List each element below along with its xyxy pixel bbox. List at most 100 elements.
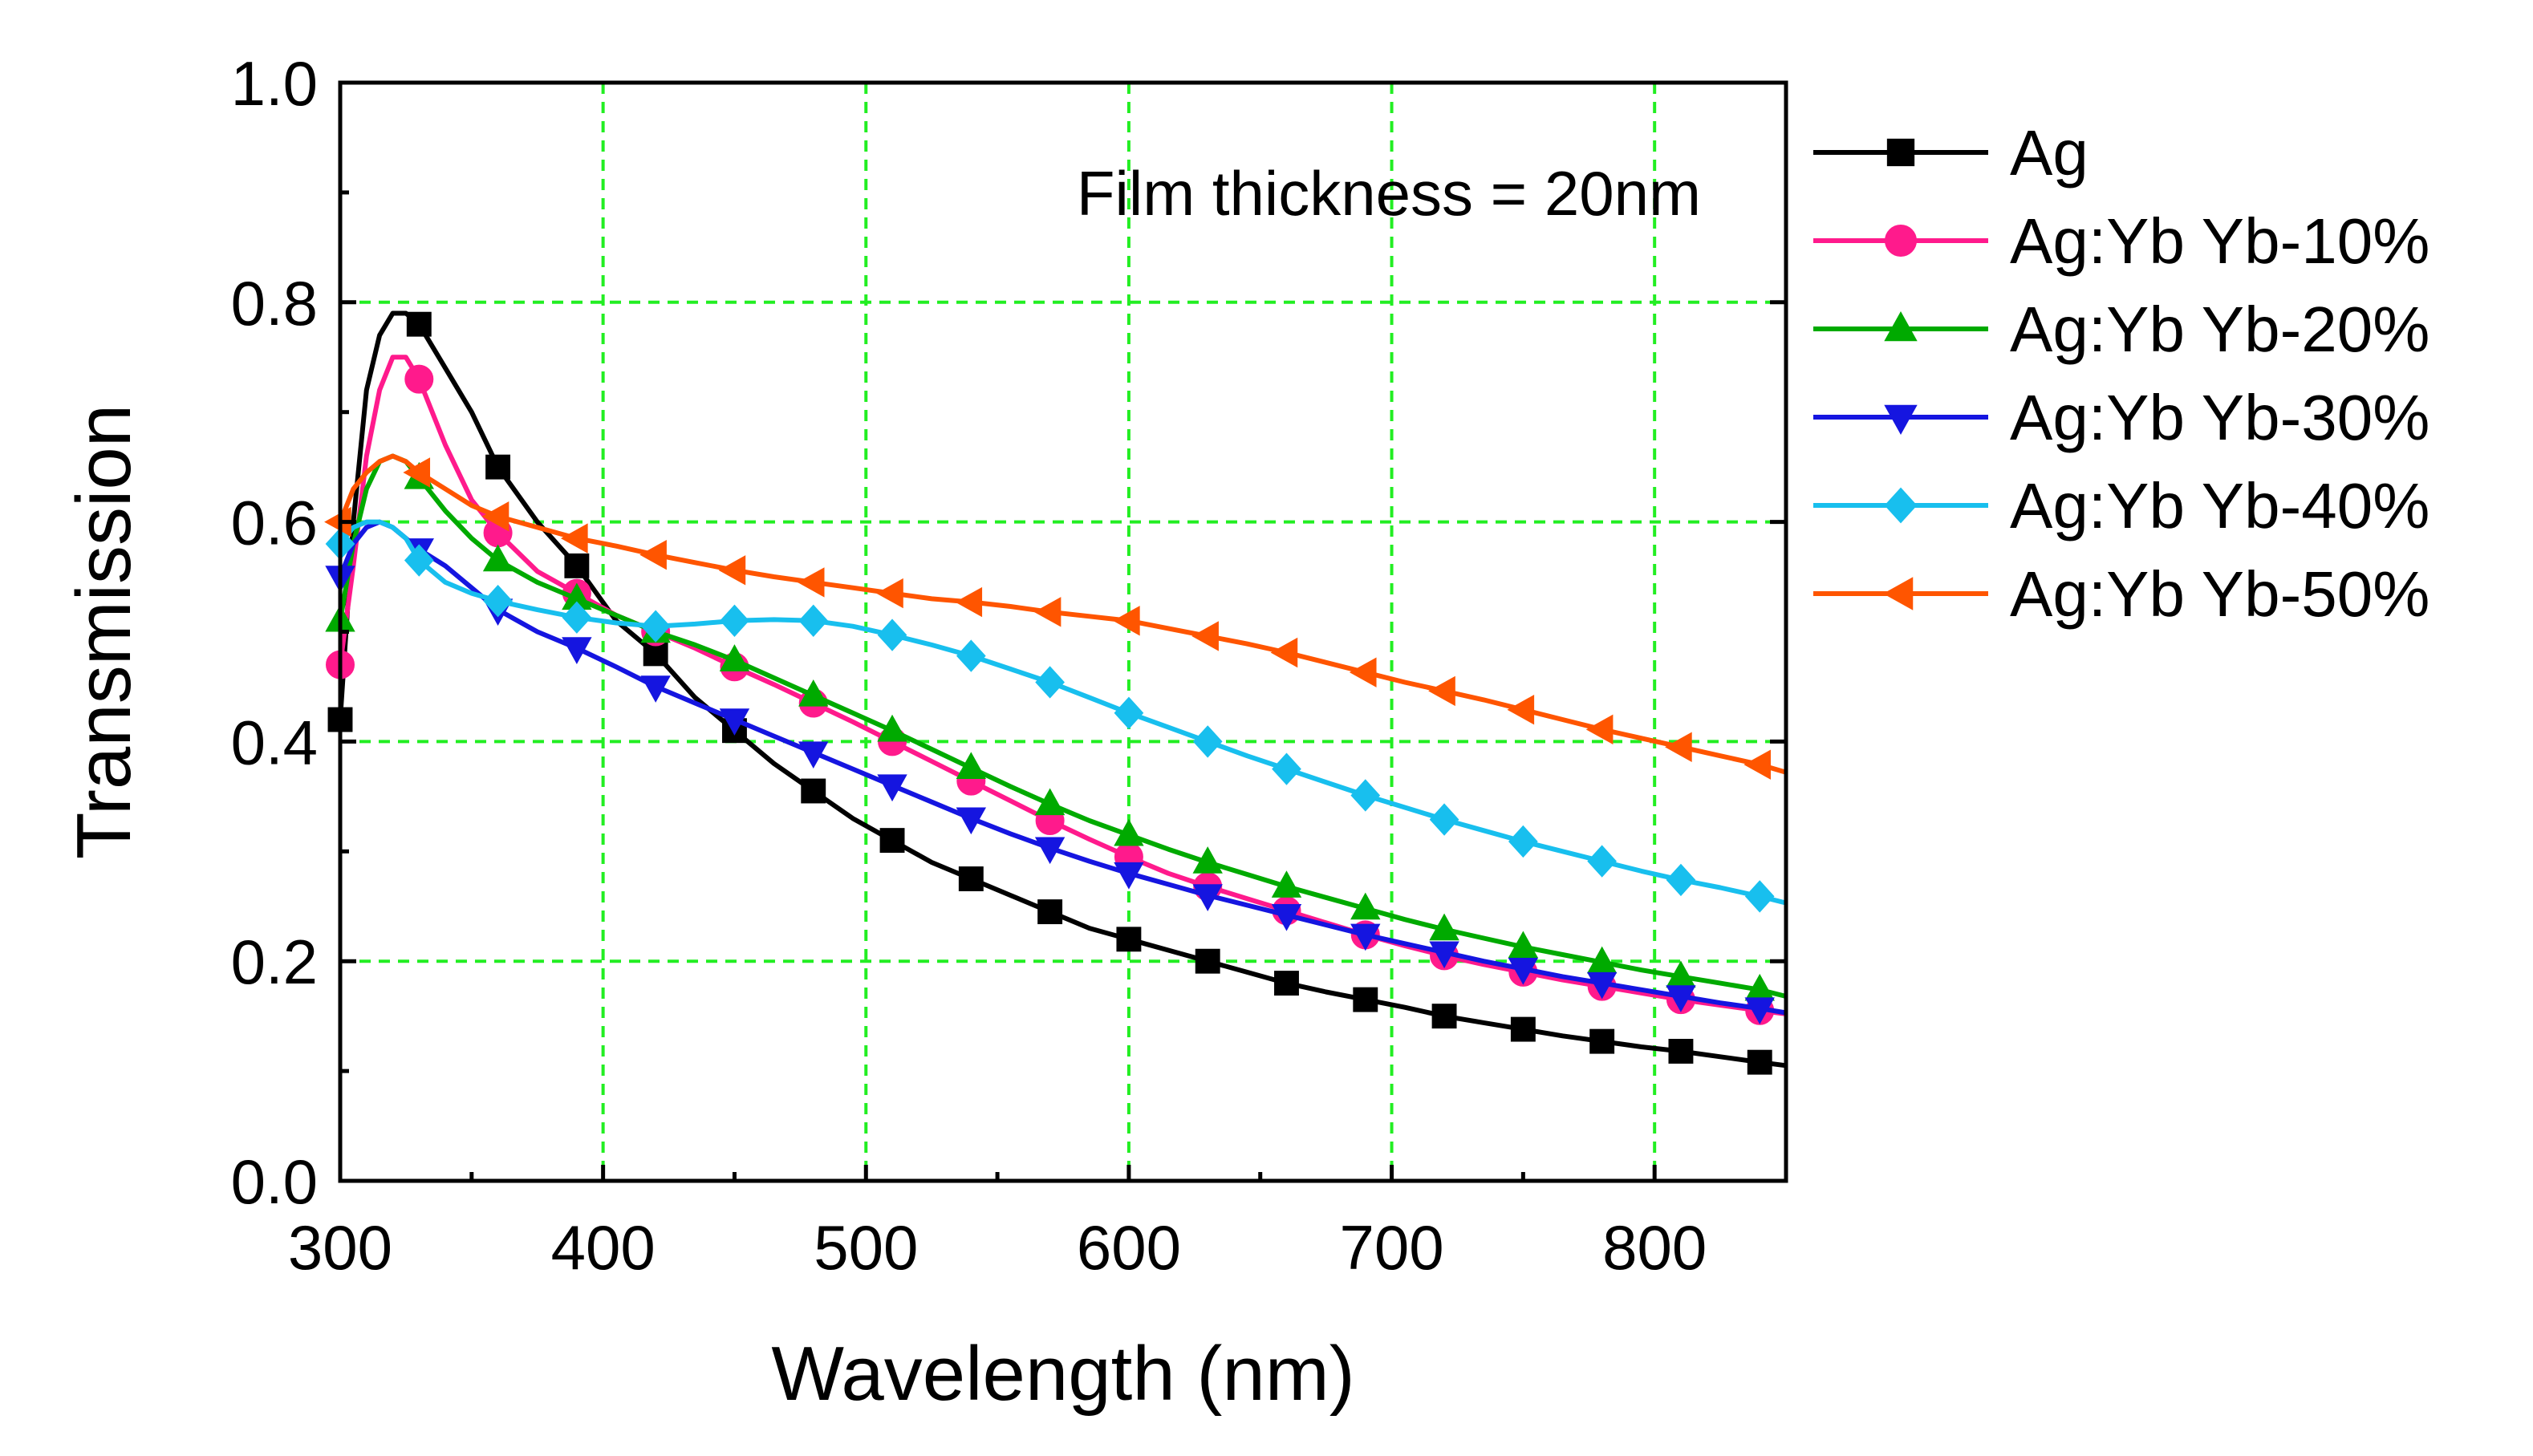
axis-ticks: 300 400 500 600 700 800 0.0 0.2 0.4 0.6 0.8 1.0 bbox=[231, 48, 1786, 1283]
annotation-film-thickness: Film thickness = 20nm bbox=[1077, 158, 1701, 229]
x-tick-label: 500 bbox=[814, 1212, 918, 1283]
data-point bbox=[1114, 696, 1144, 729]
data-point bbox=[1195, 948, 1220, 974]
legend-entry: Ag:Yb Yb-50% bbox=[1813, 558, 2429, 630]
x-tick-label: 700 bbox=[1339, 1212, 1443, 1283]
data-point bbox=[719, 708, 750, 736]
data-point bbox=[1033, 597, 1062, 627]
legend-marker bbox=[1884, 310, 1918, 342]
data-point bbox=[1191, 621, 1219, 651]
legend-entry: Ag:Yb Yb-40% bbox=[1813, 470, 2429, 541]
legend-label: Ag:Yb Yb-30% bbox=[2010, 382, 2429, 453]
legend-entry: Ag:Yb Yb-20% bbox=[1813, 294, 2429, 365]
legend: Ag Ag:Yb Yb-10% Ag:Yb Yb-20% Ag:Yb Yb-30% Ag… bbox=[1813, 117, 2429, 630]
data-point bbox=[1666, 985, 1696, 1012]
data-point bbox=[1744, 880, 1775, 913]
legend-label: Ag:Yb Yb-50% bbox=[2010, 558, 2429, 630]
data-point bbox=[560, 523, 588, 554]
data-point bbox=[1508, 958, 1539, 985]
data-point bbox=[798, 679, 829, 707]
data-point bbox=[1116, 927, 1142, 952]
data-point bbox=[1508, 825, 1538, 858]
data-point bbox=[404, 544, 434, 577]
data-point bbox=[564, 553, 590, 578]
data-point bbox=[1192, 725, 1223, 758]
series-0 bbox=[327, 310, 1787, 1075]
data-point bbox=[876, 578, 903, 609]
data-point bbox=[1429, 913, 1459, 941]
data-point bbox=[482, 544, 514, 572]
y-tick-label: 1.0 bbox=[231, 48, 318, 119]
data-point bbox=[562, 601, 592, 634]
data-point bbox=[1114, 862, 1144, 890]
data-point bbox=[1350, 892, 1381, 920]
x-tick-label: 600 bbox=[1077, 1212, 1181, 1283]
data-point bbox=[1431, 1004, 1457, 1029]
y-tick-label: 0.2 bbox=[231, 927, 318, 997]
legend-entry: Ag:Yb Yb-10% bbox=[1813, 205, 2429, 277]
y-tick-label: 0.8 bbox=[231, 268, 318, 339]
data-point bbox=[1192, 846, 1223, 874]
data-point bbox=[1192, 884, 1223, 911]
legend-marker bbox=[1885, 225, 1917, 257]
data-point bbox=[1274, 971, 1299, 996]
data-point bbox=[483, 584, 513, 618]
data-point bbox=[1271, 870, 1302, 898]
data-point bbox=[798, 741, 829, 769]
data-point bbox=[955, 586, 983, 618]
data-point bbox=[1271, 903, 1302, 931]
data-point bbox=[1510, 1016, 1536, 1042]
data-point bbox=[1587, 845, 1618, 878]
data-point bbox=[403, 457, 431, 488]
data-point bbox=[1508, 931, 1539, 959]
data-point bbox=[956, 807, 987, 835]
data-point bbox=[797, 567, 825, 598]
data-point bbox=[1589, 1028, 1615, 1054]
legend-marker bbox=[1884, 404, 1918, 436]
data-point bbox=[879, 828, 905, 854]
data-point bbox=[1747, 1049, 1772, 1075]
data-point bbox=[1350, 779, 1381, 812]
data-point bbox=[958, 866, 984, 891]
x-axis-title: Wavelength (nm) bbox=[771, 1331, 1354, 1417]
data-point bbox=[1585, 714, 1614, 745]
data-point bbox=[956, 752, 987, 780]
data-point bbox=[1035, 666, 1065, 699]
data-point bbox=[639, 539, 667, 570]
data-point bbox=[1349, 657, 1377, 687]
plot-series bbox=[324, 310, 1787, 1075]
series-2 bbox=[325, 453, 1787, 1001]
data-point bbox=[1037, 899, 1063, 925]
data-point bbox=[1114, 818, 1144, 846]
data-point bbox=[640, 675, 671, 703]
legend-label: Ag:Yb Yb-10% bbox=[2010, 205, 2429, 277]
legend-marker bbox=[1886, 138, 1915, 167]
data-point bbox=[801, 778, 826, 804]
y-tick-label: 0.6 bbox=[231, 488, 318, 558]
y-axis-title: Transmission bbox=[61, 404, 147, 859]
legend-label: Ag:Yb Yb-40% bbox=[2010, 470, 2429, 541]
series-5 bbox=[324, 453, 1787, 780]
legend-marker bbox=[1884, 487, 1918, 524]
data-point bbox=[1353, 987, 1378, 1012]
data-point bbox=[1034, 788, 1066, 816]
data-point bbox=[406, 311, 432, 337]
data-point bbox=[1429, 803, 1459, 836]
data-point bbox=[1272, 752, 1301, 785]
data-point bbox=[1034, 837, 1066, 865]
data-point bbox=[1428, 675, 1455, 707]
data-point bbox=[562, 637, 592, 664]
data-point bbox=[1743, 749, 1771, 780]
x-tick-label: 300 bbox=[288, 1212, 392, 1283]
data-point bbox=[718, 555, 746, 586]
x-tick-label: 800 bbox=[1602, 1212, 1707, 1283]
legend-label: Ag bbox=[2010, 117, 2089, 189]
data-point bbox=[877, 618, 907, 651]
data-point bbox=[1666, 863, 1696, 897]
data-point bbox=[485, 454, 511, 480]
data-point bbox=[877, 714, 907, 742]
data-point bbox=[719, 644, 750, 671]
data-point bbox=[1429, 941, 1459, 969]
